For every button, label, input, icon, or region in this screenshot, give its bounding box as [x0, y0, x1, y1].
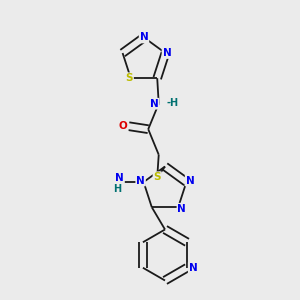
Text: N: N [189, 263, 197, 273]
Text: -H: -H [166, 98, 178, 108]
Text: N: N [163, 48, 171, 58]
Text: N: N [178, 204, 186, 214]
Text: N: N [115, 173, 124, 183]
Text: O: O [119, 121, 128, 131]
Text: S: S [154, 172, 161, 182]
Text: N: N [136, 176, 145, 185]
Text: N: N [150, 99, 159, 109]
Text: N: N [140, 32, 148, 43]
Text: H: H [113, 184, 122, 194]
Text: S: S [125, 73, 133, 83]
Text: N: N [186, 176, 194, 185]
